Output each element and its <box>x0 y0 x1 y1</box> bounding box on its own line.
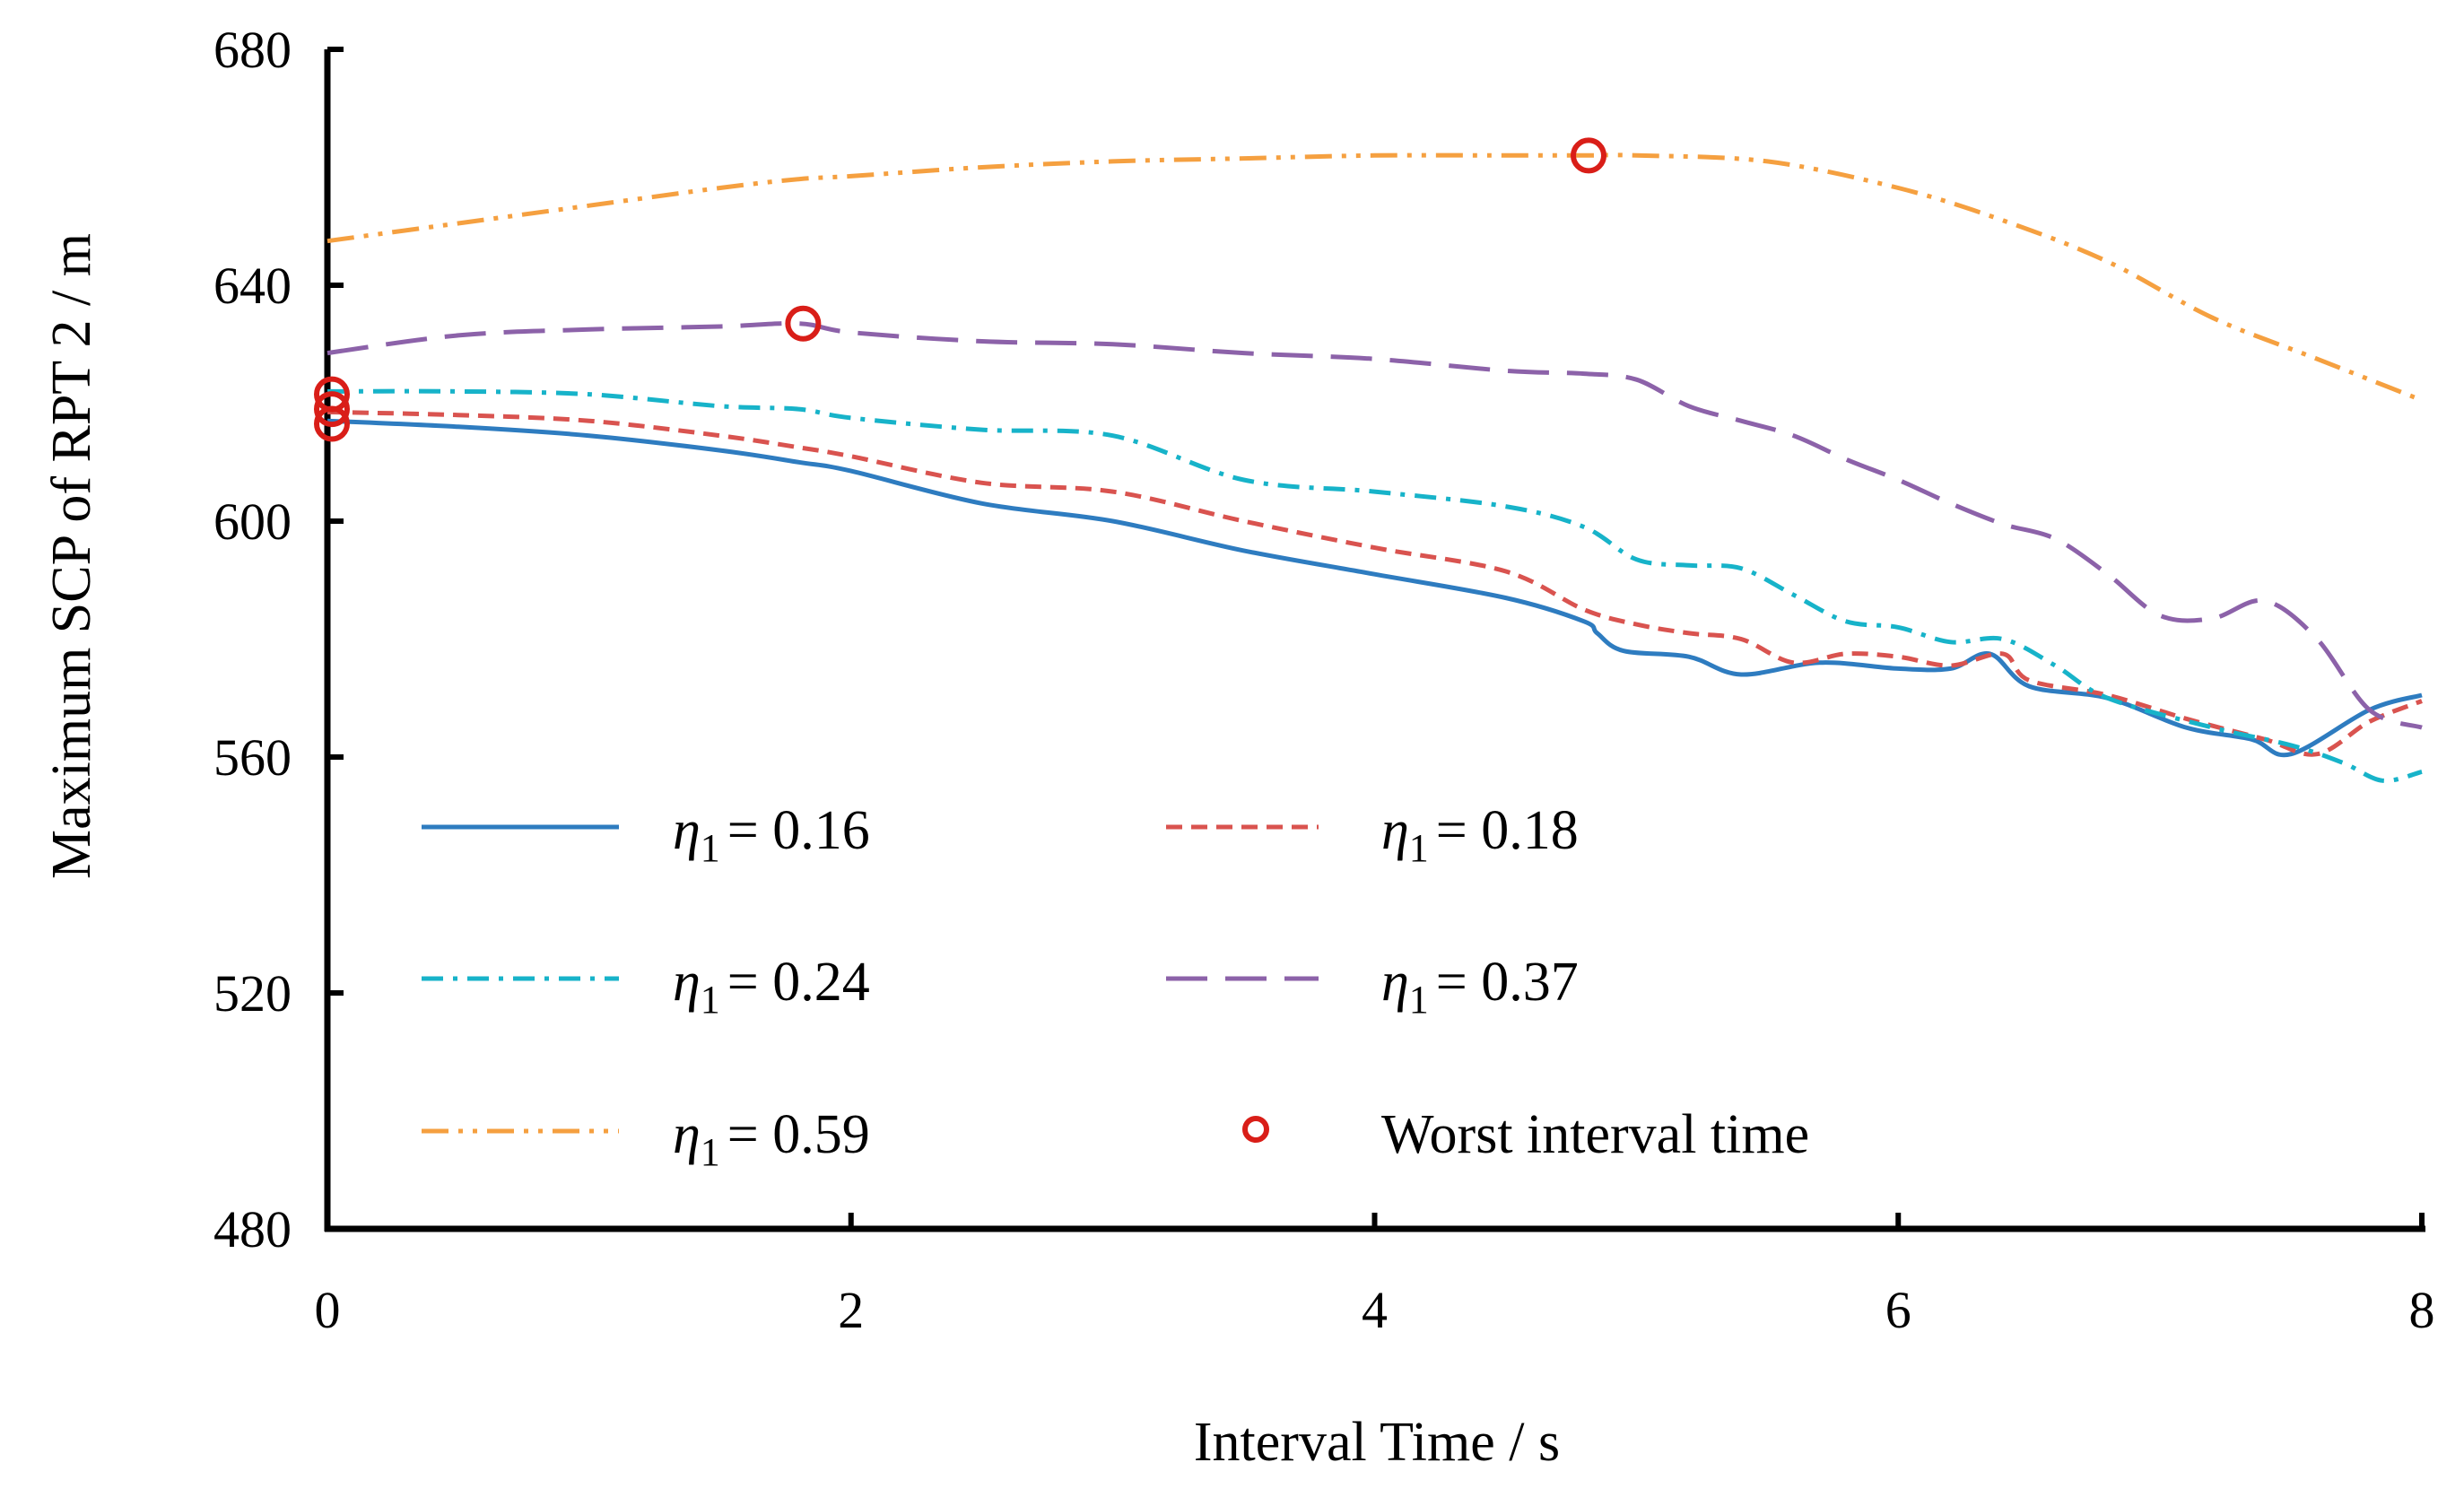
legend-label-worst: Worst interval time <box>1381 1104 1809 1165</box>
y-tick-label: 680 <box>213 21 292 79</box>
y-tick-label: 560 <box>213 728 292 787</box>
worst-marker-2 <box>314 391 350 428</box>
legend-label-1: η1 = 0.16 <box>673 800 870 870</box>
x-tick-label: 2 <box>838 1281 864 1339</box>
series-line-4 <box>327 320 2423 730</box>
worst-markers <box>314 137 1606 442</box>
y-tick-label: 520 <box>213 964 292 1023</box>
x-tick-label: 6 <box>1885 1281 1911 1339</box>
y-tick-label: 640 <box>213 257 292 315</box>
worst-marker-5 <box>1571 137 1606 174</box>
legend-label-2: η1 = 0.18 <box>1381 800 1579 870</box>
series-line-3 <box>327 388 2423 783</box>
legend-label-3: η1 = 0.24 <box>673 952 870 1022</box>
legend-label-5: η1 = 0.59 <box>673 1104 870 1174</box>
x-tick-label: 4 <box>1362 1281 1388 1339</box>
legend-marker-symbol <box>1242 1116 1269 1143</box>
legend: η1 = 0.16 η1 = 0.18 η1 = 0.24 η1 = 0.37 η1 = 0.59… <box>422 800 1809 1174</box>
y-tick-label: 600 <box>213 492 292 551</box>
worst-marker-3 <box>314 405 350 442</box>
y-axis-title: Maximum SCP of RPT 2 / m <box>41 233 102 879</box>
series-line-1 <box>327 418 2423 758</box>
x-axis-title: Interval Time / s <box>1194 1412 1560 1473</box>
series-line-2 <box>327 409 2423 757</box>
series-line-5 <box>327 152 2423 403</box>
axes: 480 520 560 600 640 680 0 2 4 6 8 <box>213 21 2435 1339</box>
series-lines <box>327 152 2423 783</box>
worst-marker-4 <box>785 305 822 342</box>
x-tick-label: 8 <box>2409 1281 2435 1339</box>
y-tick-label: 480 <box>213 1200 292 1258</box>
legend-label-4: η1 = 0.37 <box>1381 952 1579 1022</box>
x-tick-label: 0 <box>315 1281 341 1339</box>
